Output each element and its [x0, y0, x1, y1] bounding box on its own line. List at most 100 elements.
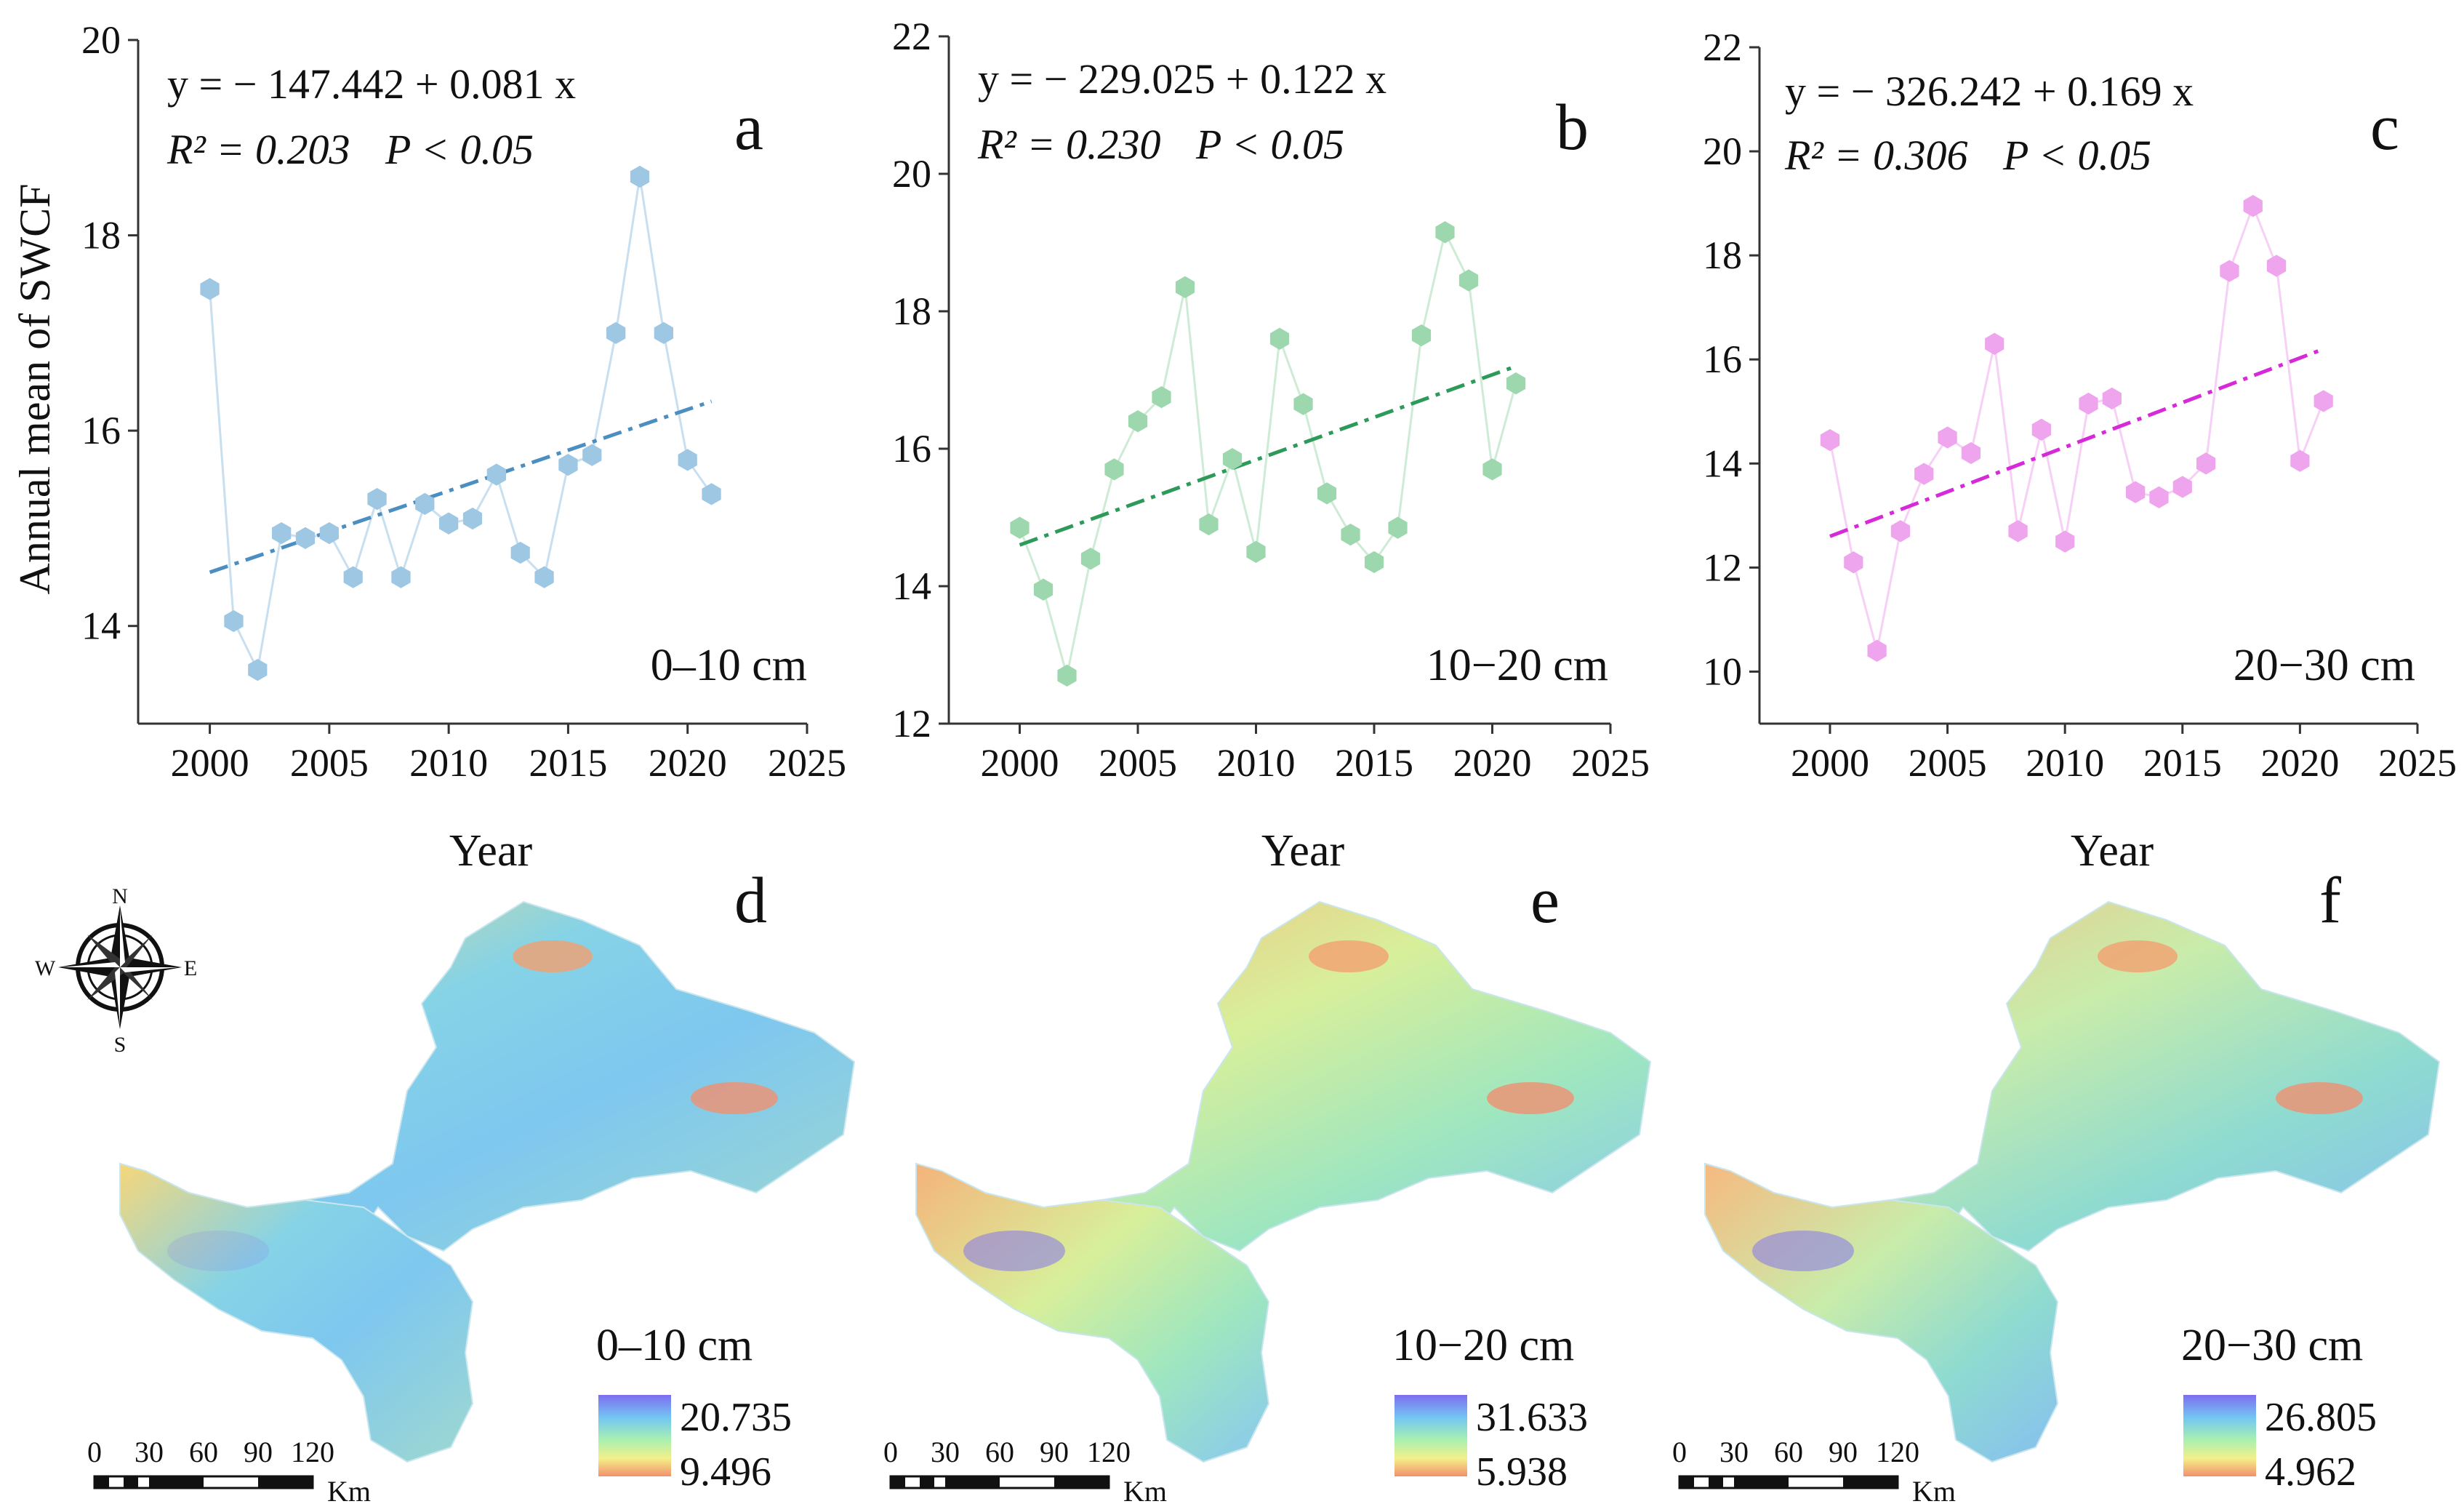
depth-label: 0–10 cm: [651, 641, 807, 690]
map-coldspot: [1752, 1231, 1854, 1271]
legend-max: 31.633: [1476, 1395, 1588, 1440]
data-point: [582, 444, 602, 466]
map-hotspot: [1309, 940, 1389, 972]
legend-max: 26.805: [2265, 1395, 2377, 1440]
data-point: [558, 453, 578, 476]
data-point: [1128, 410, 1148, 433]
data-point: [510, 541, 530, 564]
map-panel-e: e 10−20 cm 31.633 5.938 0 30 60 90 120 Km: [883, 865, 1652, 1504]
scale-bar-segment: [1680, 1476, 1694, 1488]
p-value-label: P < 0.05: [2002, 132, 2151, 179]
trend-line: [209, 399, 713, 575]
data-point: [367, 487, 387, 511]
data-point: [2243, 195, 2263, 217]
x-tick-label: 2025: [1571, 741, 1650, 785]
scale-bar-segment: [920, 1476, 934, 1488]
scale-tick-label: 120: [291, 1436, 334, 1468]
scale-unit: Km: [1912, 1475, 1956, 1504]
data-point: [2196, 452, 2216, 475]
x-tick-label: 2005: [290, 741, 369, 785]
data-point: [1985, 332, 2004, 355]
data-point: [702, 483, 721, 505]
data-point: [1057, 664, 1077, 687]
map-panel-d: d 0–10 cm 20.735 9.496 0 30 60 90 120 Km: [87, 865, 856, 1504]
compass-e: E: [184, 956, 197, 980]
y-tick-label: 14: [1703, 441, 1742, 485]
r-squared-label: R² = 0.306: [1784, 132, 1967, 179]
panel-letter: a: [734, 92, 763, 164]
depth-label: 10−20 cm: [1426, 641, 1608, 690]
scale-tick-label: 60: [985, 1436, 1014, 1468]
legend-min: 4.962: [2265, 1449, 2356, 1495]
compass-star-diagonal: [87, 935, 153, 1000]
scale-unit: Km: [327, 1475, 371, 1504]
compass-w: W: [35, 956, 56, 980]
x-tick-label: 2010: [409, 741, 488, 785]
scale-bar-segment: [258, 1476, 313, 1488]
legend-max: 20.735: [680, 1395, 792, 1440]
map-hotspot: [691, 1082, 778, 1114]
legend-min: 9.496: [680, 1449, 771, 1495]
scale-tick-label: 120: [1087, 1436, 1131, 1468]
map-region-north: [119, 900, 856, 1252]
panel-letter: d: [734, 865, 767, 937]
data-point: [1152, 385, 1171, 409]
chart-panel-a: 14 16 18 20 2000 2005 2010 2015 2020 2025 y = − 14…: [81, 18, 846, 785]
x-tick-label: 2000: [981, 741, 1059, 785]
data-point: [2172, 476, 2192, 498]
x-tick-label: 2015: [2143, 741, 2222, 785]
data-point: [295, 527, 316, 550]
data-point: [1388, 516, 1408, 539]
trend-line: [1829, 347, 2324, 538]
scale-tick-label: 30: [1719, 1436, 1749, 1468]
scale-bar: 0 30 60 90 120 Km: [883, 1436, 1167, 1504]
data-point: [272, 521, 292, 545]
map-hotspot: [513, 940, 593, 972]
data-point: [1175, 276, 1195, 299]
data-point: [319, 521, 339, 545]
legend-title: 0–10 cm: [596, 1321, 753, 1370]
x-tick-label: 2000: [1791, 741, 1869, 785]
data-point: [606, 321, 626, 345]
data-point: [1364, 551, 1384, 574]
data-point: [2008, 520, 2028, 543]
x-tick-label: 2010: [1217, 741, 1296, 785]
data-point: [391, 566, 411, 588]
map-hotspot: [2276, 1082, 2363, 1114]
scale-bar: 0 30 60 90 120 Km: [1672, 1436, 1956, 1504]
data-point: [1033, 578, 1054, 601]
scale-tick-label: 30: [931, 1436, 960, 1468]
y-tick-label: 16: [1703, 337, 1742, 381]
map-hotspot: [1487, 1082, 1574, 1114]
y-tick-label: 10: [1703, 649, 1742, 693]
scale-bar: 0 30 60 90 120 Km: [87, 1436, 371, 1504]
data-point: [2079, 392, 2098, 415]
data-point: [1482, 458, 1502, 481]
data-point: [1341, 523, 1360, 546]
scale-bar-segment: [945, 1476, 1000, 1488]
compass-n: N: [112, 884, 128, 908]
data-point: [1890, 520, 1911, 543]
map-region: f 20−30 cm 26.805 4.962 0 30 60 90 120 Km: [1672, 865, 2441, 1504]
map-coldspot: [167, 1231, 269, 1271]
y-tick-label: 12: [892, 702, 931, 745]
y-tick-label: 18: [892, 289, 931, 333]
data-point: [343, 566, 363, 588]
depth-label: 20−30 cm: [2234, 641, 2415, 690]
data-point: [1411, 324, 1432, 347]
regression-equation: y = − 229.025 + 0.122 x: [978, 55, 1386, 103]
map-hotspot: [2098, 940, 2178, 972]
p-value-label: P < 0.05: [1195, 121, 1344, 168]
scale-tick-label: 120: [1876, 1436, 1919, 1468]
legend-min: 5.938: [1476, 1449, 1568, 1495]
map-panel-f: f 20−30 cm 26.805 4.962 0 30 60 90 120 Km: [1672, 865, 2441, 1504]
panel-letter: b: [1556, 92, 1589, 164]
data-point: [2126, 481, 2146, 503]
map-coldspot: [963, 1231, 1065, 1271]
r-squared-label: R² = 0.203: [166, 126, 350, 173]
data-point: [1199, 513, 1219, 536]
scale-tick-label: 60: [189, 1436, 218, 1468]
chart-panel-b: 12 14 16 18 20 22 2000 2005 2010 2015 2020 2025 y = …: [892, 15, 1650, 785]
data-point: [248, 658, 268, 681]
